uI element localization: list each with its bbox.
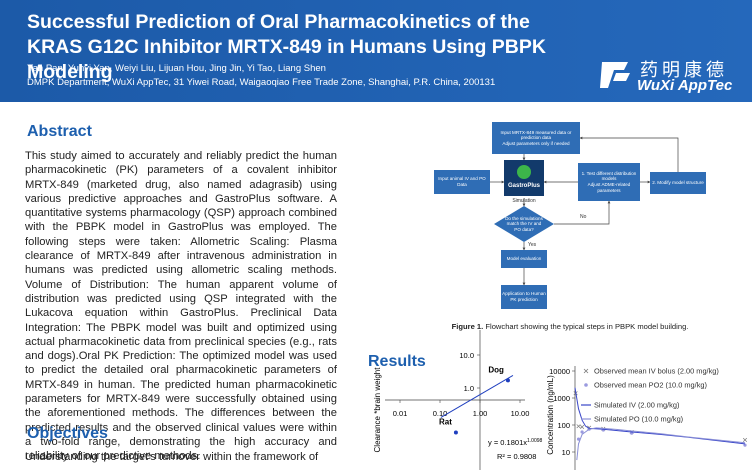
- header: [0, 0, 752, 102]
- y-tick-label: 10: [562, 448, 570, 457]
- y-tick-label: 10000: [549, 367, 570, 376]
- figure-caption: Figure 1. Flowchart showing the typical …: [420, 322, 720, 331]
- point-label: Dog: [488, 365, 504, 374]
- flow-node: Input MRTX-849 measured data or predicti…: [492, 122, 580, 154]
- equation-text: y = 0.1801x: [488, 438, 527, 447]
- point-label: Rat: [439, 417, 452, 426]
- section-heading: Results: [368, 353, 426, 370]
- y-axis-label: Clearance *brain weight: [373, 367, 382, 453]
- series-line: [574, 387, 746, 445]
- node-text: Model evaluation: [506, 256, 542, 262]
- y-tick-label: 1000: [553, 394, 570, 403]
- data-point: [576, 424, 581, 429]
- x-tick-label: 10.00: [511, 409, 530, 418]
- y-tick-label: 10.0: [459, 351, 474, 360]
- legend-swatch: [584, 383, 588, 387]
- decision-diamond: [494, 206, 554, 242]
- caption-label: Figure 1.: [451, 322, 484, 331]
- node-text: Input MRTX-849 measured data or predicti…: [500, 129, 572, 141]
- node-text: Application to Human PK prediction: [502, 291, 546, 302]
- gastroplus-icon: [517, 165, 531, 179]
- legend-swatch: [583, 368, 589, 374]
- logo-english: WuXi AppTec: [637, 77, 733, 94]
- title: Successful Prediction of Oral Pharmacoki…: [27, 11, 546, 83]
- simulation-label: Simulation: [512, 198, 536, 204]
- abstract-text: This study aimed to accurately and relia…: [25, 150, 337, 463]
- data-point: [580, 424, 585, 429]
- flow-node: Input animal IV and PO Data: [434, 170, 490, 194]
- legend-label: Observed mean IV bolus (2.00 mg/kg): [594, 367, 719, 376]
- data-point: [742, 437, 748, 442]
- fit-line: [440, 374, 514, 418]
- y-axis-label: Concentration (ng/mL): [546, 375, 555, 455]
- y-tick-label: 1.0: [464, 384, 474, 393]
- flow-node: 2. Modify model structure: [650, 172, 706, 194]
- x-tick-label: 0.10: [433, 409, 448, 418]
- y-tick-label: 100: [557, 421, 570, 430]
- data-point: [453, 430, 458, 435]
- equation: y = 0.1801x1.0098: [488, 438, 543, 447]
- legend-label: Simulated PO (10.0 mg/kg): [594, 415, 683, 424]
- node-text: Do the simulations match the IV and PO d…: [505, 215, 543, 232]
- no-label: No: [580, 214, 587, 220]
- logo-chinese: 药明康德: [640, 60, 728, 81]
- flow-arrows: [490, 136, 679, 286]
- caption-text: Flowchart showing the typical steps in P…: [485, 322, 689, 331]
- series-line: [576, 427, 746, 461]
- node-text: Adjust ADME-related parameters: [587, 182, 631, 193]
- node-text: Adjust parameters only if needed: [502, 140, 570, 146]
- data-point: [580, 430, 584, 434]
- data-point: [505, 378, 510, 383]
- yes-label: Yes: [528, 242, 537, 248]
- section-heading: Objectives: [27, 425, 108, 442]
- section-heading: Abstract: [27, 123, 92, 140]
- x-tick-label: 1.00: [473, 409, 488, 418]
- decision-text: Do the simulations match the IV and PO d…: [504, 214, 544, 234]
- affiliation: DMPK Department, WuXi AppTec, 31 Yiwei R…: [27, 77, 496, 88]
- gastroplus-label: GastroPlus: [507, 183, 540, 189]
- r-squared: R² = 0.9808: [497, 452, 536, 461]
- node-text: 1. Test different distribution models: [581, 170, 637, 182]
- legend-label: Observed mean PO2 (10.0 mg/kg): [594, 381, 707, 390]
- flow-node: 1. Test different distribution models Adj…: [578, 163, 640, 201]
- x-tick-label: 0.01: [393, 409, 408, 418]
- node-text: Input animal IV and PO Data: [438, 176, 486, 187]
- flow-node: Model evaluation: [501, 250, 547, 268]
- node-text: 2. Modify model structure: [652, 180, 704, 186]
- objectives-text: Understanding the target's turnover with…: [25, 451, 319, 463]
- authors: Yan Pan, Yunyi Yan, Weiyi Liu, Lijuan Ho…: [27, 63, 326, 74]
- logo-icon: [600, 62, 630, 88]
- equation-exponent: 1.0098: [527, 438, 543, 444]
- legend-label: Simulated IV (2.00 mg/kg): [594, 401, 679, 410]
- flow-node: Application to Human PK prediction: [501, 285, 547, 309]
- data-point: [576, 437, 581, 441]
